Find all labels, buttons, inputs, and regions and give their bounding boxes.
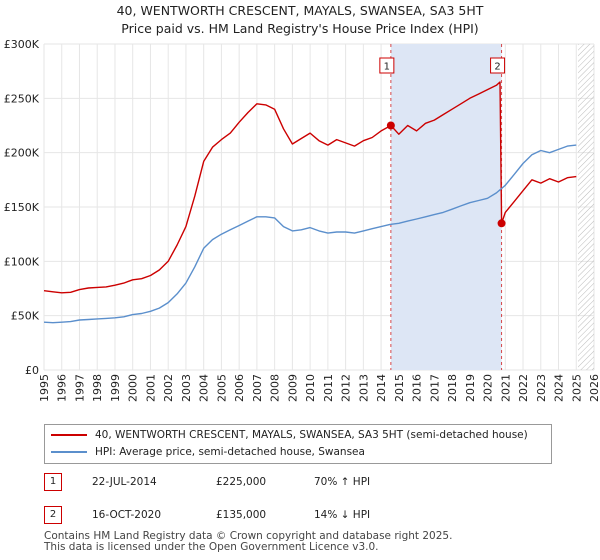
x-tick-label: 2013 [357,374,370,402]
x-tick-label: 2009 [286,374,299,402]
sale-point [386,121,395,130]
legend-item-property: 40, WENTWORTH CRESCENT, MAYALS, SWANSEA,… [51,427,528,443]
legend-swatch-hpi [51,451,87,453]
legend-item-hpi: HPI: Average price, semi-detached house,… [51,444,365,460]
x-tick-label: 2010 [304,374,317,402]
x-tick-label: 2015 [393,374,406,402]
legend-label-hpi: HPI: Average price, semi-detached house,… [95,446,365,458]
annotation-hpi-change: 70% ↑ HPI [314,476,371,488]
annotation-date: 16-OCT-2020 [92,509,161,521]
x-tick-label: 2012 [340,374,353,402]
y-tick-label: £250K [4,92,40,105]
chart-title-line2: Price paid vs. HM Land Registry's House … [121,21,479,36]
legend-label-property: 40, WENTWORTH CRESCENT, MAYALS, SWANSEA,… [95,429,528,441]
annotation-hpi-change: 14% ↓ HPI [314,509,371,521]
x-tick-label: 2008 [269,374,282,402]
sale-label-box [379,57,395,74]
x-tick-label: 1999 [109,374,122,402]
series-group [44,81,577,324]
annotation-number: 2 [44,506,62,524]
series-line-hpi [44,144,577,324]
x-tick-label: 2024 [553,374,566,402]
annotation-date: 22-JUL-2014 [92,476,157,488]
x-tick-label: 2019 [464,374,477,402]
x-tick-label: 2000 [127,374,140,402]
y-tick-label: £300K [4,38,40,51]
x-tick-label: 2007 [251,374,264,402]
x-tick-label: 1996 [56,374,69,402]
x-tick-label: 2026 [588,374,600,402]
sale-label-box [490,57,506,74]
x-tick-label: 2022 [517,374,530,402]
x-tick-label: 2017 [428,374,441,402]
series-line-property [44,81,577,294]
legend-swatch-property [51,434,87,436]
annotation-price: £225,000 [216,476,267,488]
legend: 40, WENTWORTH CRESCENT, MAYALS, SWANSEA,… [44,424,552,464]
x-tick-label: 1998 [91,374,104,402]
sale-point [497,219,506,228]
x-tick-label: 2014 [375,374,388,402]
axes: £0 £50K £100K £150K £200K £250K £300K 1995 1996 1… [4,38,600,402]
y-tick-label: £100K [4,255,40,268]
x-tick-label: 2016 [411,374,424,402]
x-tick-label: 1997 [73,374,86,402]
y-tick-label: £200K [4,147,40,160]
annotation-number: 1 [44,473,62,491]
shaded-band [390,44,502,370]
y-tick-label: £150K [4,201,40,214]
grid [43,43,595,371]
x-tick-label: 2018 [446,374,459,402]
y-tick-label: £0 [25,364,39,377]
x-tick-label: 2025 [570,374,583,402]
x-tick-label: 2006 [233,374,246,402]
x-tick-label: 2011 [322,374,335,402]
x-tick-label: 1995 [38,374,51,402]
y-tick-label: £50K [11,310,40,323]
annotation-price: £135,000 [216,509,267,521]
x-tick-label: 2004 [198,374,211,402]
x-tick-label: 2005 [215,374,228,402]
x-tick-label: 2001 [144,374,157,402]
sale-label: 2 [494,62,500,73]
sale-label: 1 [384,62,390,73]
footer-line2: This data is licensed under the Open Gov… [44,541,379,553]
future-hatch [578,44,594,370]
x-tick-label: 2003 [180,374,193,402]
shaded-region [390,44,594,370]
x-tick-label: 2023 [535,374,548,402]
footer: Contains HM Land Registry data © Crown c… [44,531,452,553]
x-tick-label: 2021 [499,374,512,402]
footer-line1: Contains HM Land Registry data © Crown c… [44,530,453,542]
x-tick-label: 2002 [162,374,175,402]
chart-title-line1: 40, WENTWORTH CRESCENT, MAYALS, SWANSEA,… [116,3,484,18]
x-tick-label: 2020 [482,374,495,402]
